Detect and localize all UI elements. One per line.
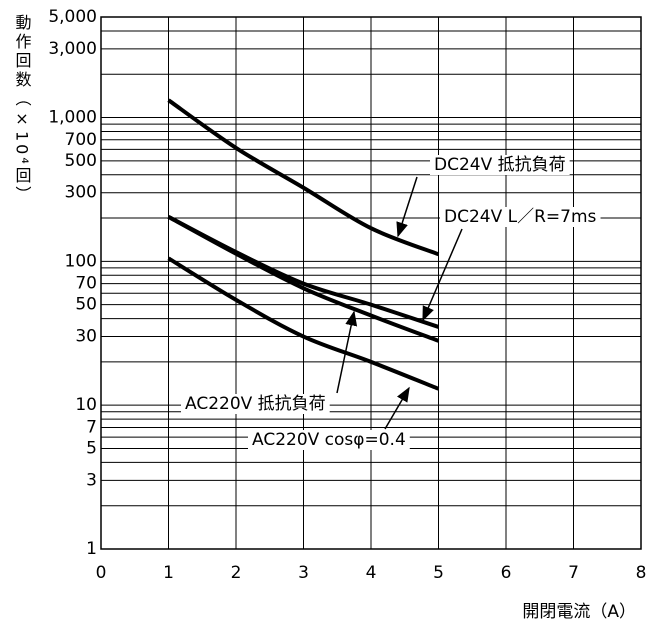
y-tick-label: 10 (75, 395, 97, 415)
y-tick-label: 3 (86, 470, 97, 490)
annotation-bg (430, 155, 570, 175)
y-tick-label: 500 (65, 151, 97, 171)
x-tick-label: 8 (636, 563, 647, 583)
annotation-label: DC24V L／R=7ms (444, 207, 597, 227)
y-tick-label: 1,000 (48, 108, 97, 128)
y-tick-label: 3,000 (48, 39, 97, 59)
series-line (167, 215, 440, 343)
x-tick-label: 6 (501, 563, 512, 583)
y-tick-label: 700 (65, 130, 97, 150)
x-tick-label: 0 (96, 563, 107, 583)
y-tick-label: 100 (65, 251, 97, 271)
y-tick-label: 30 (75, 327, 97, 347)
x-tick-label: 4 (366, 563, 377, 583)
annotation-arrow (384, 386, 410, 430)
y-tick-label: 5 (86, 438, 97, 458)
x-axis-label: 開閉電流（A） (522, 602, 636, 622)
y-tick-label: 300 (65, 183, 97, 203)
series-line (167, 98, 440, 257)
x-tick-label: 7 (568, 563, 579, 583)
annotation-arrow (422, 228, 463, 322)
y-tick-label: 50 (75, 295, 97, 315)
x-tick-label: 1 (163, 563, 174, 583)
annotation-bg (248, 430, 410, 450)
y-tick-label: 5,000 (48, 7, 97, 27)
annotation-arrow (336, 310, 358, 394)
annotation-label: AC220V cosφ=0.4 (252, 430, 406, 450)
x-tick-label: 2 (231, 563, 242, 583)
y-tick-label: 1 (86, 539, 97, 559)
y-axis-label: 動作回数（×10⁴回） (13, 14, 32, 205)
x-tick-label: 3 (298, 563, 309, 583)
annotation-bg (440, 207, 601, 227)
annotation-arrow (396, 176, 418, 238)
annotation-label: DC24V 抵抗負荷 (434, 155, 566, 175)
annotation-bg (181, 394, 330, 414)
series-line (167, 256, 440, 391)
y-tick-label: 7 (86, 417, 97, 437)
annotation-label: AC220V 抵抗負荷 (185, 394, 326, 414)
x-tick-label: 5 (433, 563, 444, 583)
y-tick-label: 70 (75, 274, 97, 294)
